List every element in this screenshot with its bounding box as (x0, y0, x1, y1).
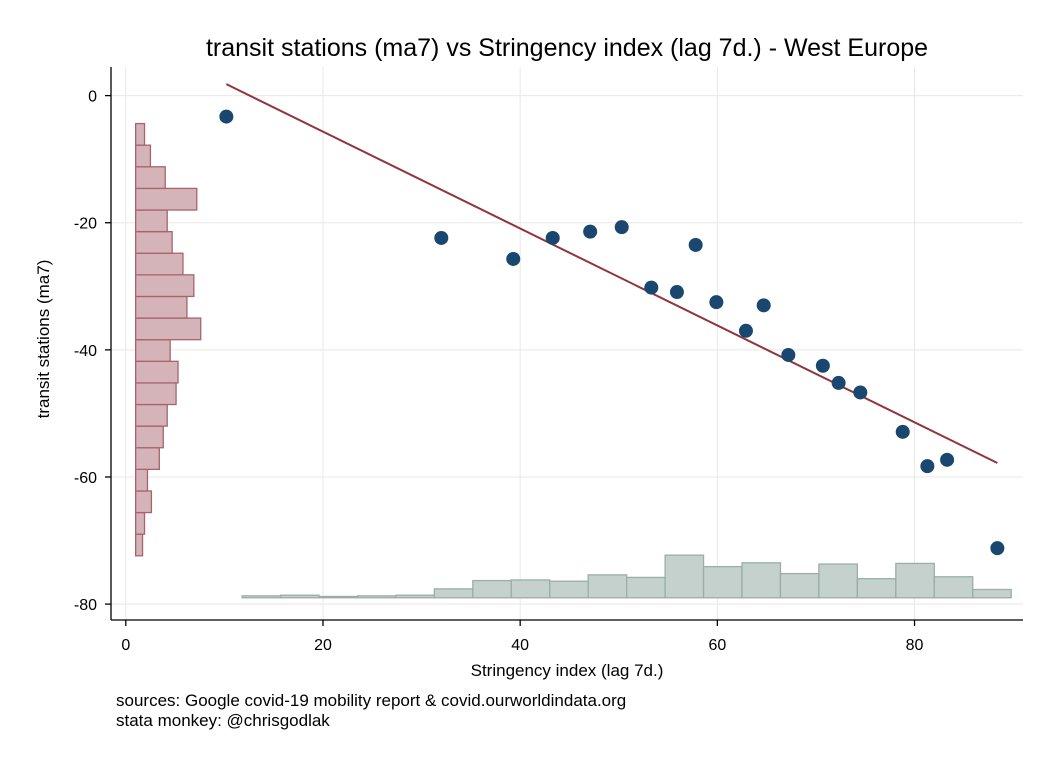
x-histogram (241, 554, 1012, 599)
y-histogram-bar (134, 468, 149, 492)
y-histogram-bar (134, 339, 171, 362)
scatter-point (583, 224, 598, 239)
y-tick-label: -40 (74, 343, 97, 360)
y-tick-label: -80 (74, 597, 97, 614)
x-tick-label: 40 (511, 637, 529, 654)
y-histogram-bar (134, 425, 164, 449)
scatter-point (688, 237, 703, 252)
x-histogram-bar (625, 576, 666, 599)
x-histogram-bar (587, 574, 628, 599)
scatter-point (738, 323, 753, 338)
x-histogram-bar (779, 572, 820, 599)
x-histogram-bar (664, 554, 705, 599)
y-histogram-bar (134, 490, 153, 514)
y-histogram-bar (134, 533, 144, 557)
scatter-point (709, 295, 724, 310)
scatter-point (644, 280, 659, 295)
y-histogram-bar (134, 209, 168, 233)
y-histogram-bar (134, 166, 166, 190)
scatter-point (831, 375, 846, 390)
x-histogram-bar (972, 588, 1012, 599)
y-histogram-bar (134, 403, 168, 427)
x-histogram-bar (549, 580, 589, 599)
scatter-point (545, 230, 560, 245)
x-tick-label: 80 (906, 637, 924, 654)
scatter-point (614, 220, 629, 235)
scatter-point (434, 230, 449, 245)
scatter-point (940, 452, 955, 467)
scatter-point (815, 358, 830, 373)
y-histogram-bar (134, 122, 146, 146)
x-histogram-bar (702, 565, 743, 599)
x-tick-label: 60 (708, 637, 726, 654)
scatter-point (669, 285, 684, 300)
x-histogram-bar (318, 595, 359, 599)
x-histogram-bar (279, 594, 320, 599)
x-histogram-bar (356, 595, 397, 599)
fit-line (225, 83, 998, 464)
y-axis-title: transit stations (ma7) (34, 260, 53, 419)
x-histogram-bar (895, 562, 935, 599)
y-histogram-bar (134, 230, 173, 254)
chart-title: transit stations (ma7) vs Stringency ind… (206, 34, 928, 62)
x-histogram-bar (472, 579, 512, 599)
x-histogram-bar (433, 588, 474, 599)
scatter-point (756, 298, 771, 313)
x-histogram-bar (818, 563, 859, 599)
credit-note: stata monkey: @chrisgodlak (116, 711, 330, 730)
y-histogram-bar (134, 187, 198, 211)
x-histogram-bar (741, 562, 782, 599)
x-axis-title: Stringency index (lag 7d.) (471, 661, 664, 680)
axes: 0 -20 -40 -60 -80 0 20 40 60 80 (74, 67, 1023, 654)
y-histogram-bar (134, 274, 195, 298)
y-histogram-bar (134, 252, 184, 276)
scatter-point (506, 251, 521, 266)
y-histogram-bar (134, 144, 152, 168)
y-histogram-bar (134, 360, 179, 384)
scatter-points (219, 109, 1005, 556)
y-tick-label: -20 (74, 216, 97, 233)
y-histogram-bar (134, 317, 202, 341)
y-histogram-bar (134, 295, 188, 319)
y-tick-label: -60 (74, 470, 97, 487)
y-histogram-bar (134, 382, 177, 406)
y-tick-label: 0 (88, 89, 97, 106)
x-histogram-bar (510, 579, 551, 599)
x-histogram-bar (856, 578, 897, 599)
y-histogram-bar (134, 511, 146, 535)
grid (111, 67, 1023, 620)
x-histogram-bar (933, 576, 974, 599)
x-tick-label: 20 (314, 637, 332, 654)
scatter-point (219, 109, 234, 124)
sources-note: sources: Google covid-19 mobility report… (116, 691, 627, 710)
scatter-point (990, 541, 1005, 556)
fit-line-layer (225, 83, 998, 464)
scatter-point (853, 385, 868, 400)
x-histogram-bar (241, 595, 282, 599)
y-histogram (134, 122, 202, 557)
y-histogram-bar (134, 447, 160, 471)
x-tick-label: 0 (121, 637, 130, 654)
x-histogram-bar (395, 594, 436, 599)
scatter-point (920, 459, 935, 474)
scatter-point (781, 347, 796, 362)
scatter-point (895, 424, 910, 439)
